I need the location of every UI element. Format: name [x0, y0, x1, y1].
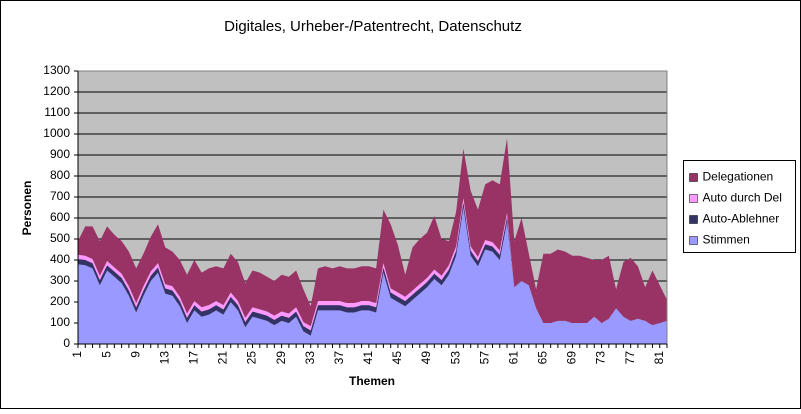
x-tick-label: 29: [274, 351, 288, 365]
x-tick-label: 77: [623, 351, 637, 365]
x-tick-label: 61: [506, 351, 520, 365]
x-tick-label: 65: [536, 351, 550, 365]
x-tick-label: 53: [448, 351, 462, 365]
legend-label: Auto-Ablehner: [703, 212, 780, 226]
x-tick-label: 45: [390, 351, 404, 365]
x-tick-label: 49: [419, 351, 433, 365]
x-tick-label: 57: [477, 351, 491, 365]
y-tick-label: 300: [50, 273, 70, 287]
x-tick-label: 81: [652, 351, 666, 365]
x-tick-label: 25: [245, 351, 259, 365]
y-tick-label: 0: [63, 336, 70, 350]
legend: [683, 160, 796, 253]
x-tick-label: 33: [303, 351, 317, 365]
x-tick-label: 37: [332, 351, 346, 365]
y-tick-label: 900: [50, 147, 70, 161]
legend-label: Delegationen: [703, 170, 774, 184]
legend-label: Stimmen: [703, 233, 750, 247]
y-tick-label: 100: [50, 315, 70, 329]
x-tick-label: 13: [157, 351, 171, 365]
y-tick-label: 800: [50, 168, 70, 182]
y-tick-label: 1000: [43, 126, 70, 140]
legend-swatch: [689, 194, 698, 203]
area: [78, 198, 667, 331]
x-tick-label: 73: [594, 351, 608, 365]
y-tick-label: 1100: [44, 105, 70, 119]
x-tick-label: 41: [361, 351, 375, 365]
y-tick-label: 1200: [43, 84, 70, 98]
x-tick-label: 5: [99, 351, 113, 358]
legend-label: Auto durch Del: [703, 191, 782, 205]
y-axis-label: Personen: [20, 181, 34, 236]
chart-title: Digitales, Urheber-/Patentrecht, Datensc…: [224, 18, 522, 35]
x-tick-label: 17: [187, 351, 201, 365]
area: [78, 202, 667, 336]
area: [78, 138, 667, 327]
y-tick-label: 600: [50, 210, 70, 224]
y-tick-label: 700: [50, 189, 70, 203]
legend-swatch: [689, 215, 698, 224]
area: [78, 207, 667, 344]
legend-swatch: [689, 236, 698, 245]
legend-swatch: [689, 173, 698, 182]
y-tick-label: 1300: [43, 63, 70, 77]
x-tick-label: 21: [216, 351, 230, 365]
y-tick-label: 400: [50, 252, 70, 266]
x-tick-label: 1: [70, 351, 84, 358]
x-tick-label: 69: [565, 351, 579, 365]
x-axis-label: Themen: [349, 374, 395, 388]
y-tick-label: 200: [50, 294, 70, 308]
y-tick-label: 500: [50, 231, 70, 245]
x-tick-label: 9: [128, 351, 142, 358]
